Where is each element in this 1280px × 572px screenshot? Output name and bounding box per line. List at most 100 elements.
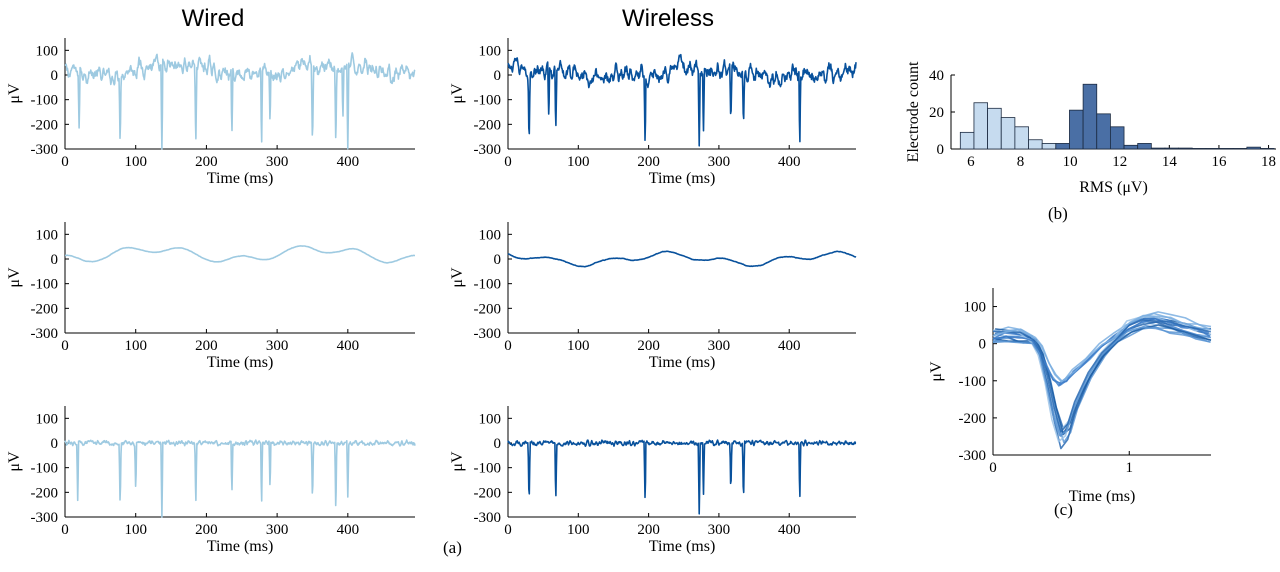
x-tick-label: 14 <box>1162 154 1178 170</box>
y-tick-label: -200 <box>31 485 59 501</box>
y-axis-label: μV <box>6 451 23 472</box>
x-tick-label: 0 <box>61 154 69 170</box>
histogram-bar <box>1096 113 1111 150</box>
y-tick-label: 100 <box>479 411 502 427</box>
x-tick-label: 10 <box>1063 154 1078 170</box>
histogram-bar <box>1069 109 1084 150</box>
panel-label-c: (c) <box>1054 500 1073 519</box>
x-tick-label: 0 <box>504 338 512 354</box>
y-tick-label: -200 <box>31 301 59 317</box>
histogram-bar <box>1205 148 1220 150</box>
x-tick-label: 0 <box>504 522 512 538</box>
y-tick-label: -200 <box>474 117 502 133</box>
y-tick-label: 0 <box>494 252 502 268</box>
histogram-bar <box>1232 148 1248 150</box>
signal-trace <box>507 53 857 147</box>
y-tick-label: -100 <box>474 461 502 477</box>
y-tick-label: 100 <box>36 411 59 427</box>
y-tick-label: -100 <box>31 277 59 293</box>
x-tick-label: 0 <box>989 460 997 476</box>
x-tick-label: 12 <box>1112 154 1127 170</box>
histogram-bar <box>987 107 1002 150</box>
x-tick-label: 100 <box>567 522 590 538</box>
histogram-bar <box>1055 143 1070 150</box>
x-axis-label: Time (ms) <box>649 170 716 187</box>
histogram-bar <box>1219 148 1234 150</box>
spike-waveform-trace <box>992 326 1210 437</box>
x-tick-label: 200 <box>195 154 218 170</box>
y-tick-label: -100 <box>959 374 987 390</box>
x-tick-label: 0 <box>61 338 69 354</box>
y-axis-label: μV <box>449 267 466 288</box>
x-tick-label: 300 <box>708 154 731 170</box>
x-axis-label: Time (ms) <box>649 538 716 555</box>
x-tick-label: 300 <box>266 522 289 538</box>
x-tick-label: 300 <box>708 522 731 538</box>
y-tick-label: -200 <box>31 117 59 133</box>
x-tick-label: 200 <box>637 154 660 170</box>
y-tick-label: 0 <box>979 337 987 353</box>
histogram-bar <box>1191 148 1207 150</box>
y-tick-label: 0 <box>494 436 502 452</box>
y-tick-label: -100 <box>31 461 59 477</box>
y-tick-label: -300 <box>959 448 987 464</box>
y-tick-label: -200 <box>474 301 502 317</box>
histogram-bar <box>1178 147 1193 150</box>
histogram-bar <box>1246 146 1261 150</box>
signal-trace <box>64 439 416 518</box>
y-tick-label: -300 <box>31 142 59 158</box>
y-tick-label: -300 <box>31 326 59 342</box>
y-axis-label: μV <box>449 83 466 104</box>
y-tick-label: 100 <box>36 227 59 243</box>
x-tick-label: 200 <box>637 522 660 538</box>
x-tick-label: 200 <box>195 522 218 538</box>
y-tick-label: 0 <box>494 68 502 84</box>
y-axis-label: Electrode count <box>905 61 922 162</box>
histogram-bar <box>1123 144 1139 150</box>
x-tick-label: 200 <box>195 338 218 354</box>
y-tick-label: -200 <box>474 485 502 501</box>
x-tick-label: 16 <box>1211 154 1227 170</box>
x-axis-label: Time (ms) <box>207 354 274 371</box>
x-tick-label: 100 <box>124 338 147 354</box>
histogram-bar <box>1041 143 1057 150</box>
y-tick-label: 0 <box>937 142 945 158</box>
y-tick-label: 0 <box>51 68 59 84</box>
x-tick-label: 400 <box>337 154 360 170</box>
y-tick-label: 20 <box>929 105 944 121</box>
x-tick-label: 300 <box>708 338 731 354</box>
x-axis-label: Time (ms) <box>207 170 274 187</box>
x-tick-label: 200 <box>637 338 660 354</box>
x-tick-label: 8 <box>1017 154 1025 170</box>
x-tick-label: 300 <box>266 154 289 170</box>
x-tick-label: 6 <box>967 154 975 170</box>
y-tick-label: 0 <box>51 436 59 452</box>
x-tick-label: 1 <box>1126 460 1134 476</box>
x-tick-label: 0 <box>61 522 69 538</box>
histogram-bar <box>959 131 975 150</box>
y-tick-label: -100 <box>474 93 502 109</box>
histogram-bar <box>1150 147 1166 150</box>
x-axis-label: Time (ms) <box>207 538 274 555</box>
x-axis-label: RMS (μV) <box>1079 179 1148 196</box>
y-tick-label: -100 <box>31 93 59 109</box>
histogram-bar <box>1014 126 1029 150</box>
x-axis-label: Time (ms) <box>649 354 716 371</box>
spike-waveform-trace <box>992 319 1211 433</box>
histogram-bar <box>1137 143 1152 150</box>
y-tick-label: -200 <box>959 411 987 427</box>
wireless-column-title: Wireless <box>622 5 714 32</box>
panel-label-b: (b) <box>1048 204 1068 223</box>
x-tick-label: 400 <box>778 338 801 354</box>
y-axis-label: μV <box>6 267 23 288</box>
wired-column-title: Wired <box>182 5 245 32</box>
y-tick-label: 40 <box>929 68 944 84</box>
x-tick-label: 400 <box>778 154 801 170</box>
x-tick-label: 100 <box>567 338 590 354</box>
y-tick-label: -300 <box>474 510 502 526</box>
x-axis-label: Time (ms) <box>1069 488 1136 505</box>
x-tick-label: 100 <box>124 154 147 170</box>
y-axis-label: μV <box>928 361 945 382</box>
x-tick-label: 0 <box>504 154 512 170</box>
